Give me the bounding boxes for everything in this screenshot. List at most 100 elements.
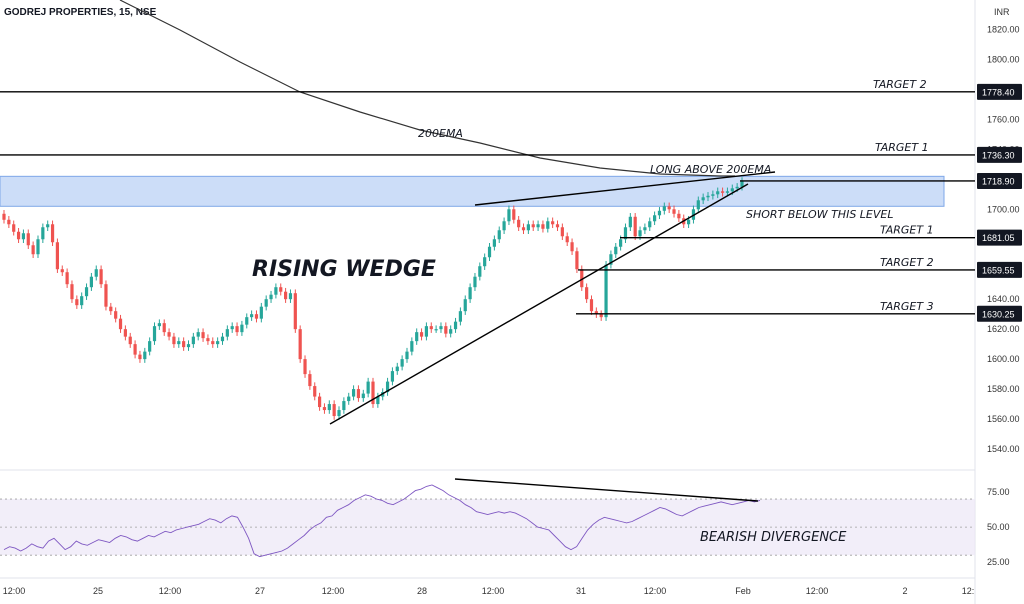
candle-body (288, 293, 293, 300)
candle-body (657, 210, 662, 216)
candle-body (138, 354, 142, 360)
candle-body (89, 276, 93, 288)
rsi-tick-label: 50.00 (987, 522, 1010, 532)
candle-body (225, 329, 229, 337)
level-label: TARGET 2 (880, 256, 934, 269)
candle-body (536, 224, 540, 228)
price-tag (977, 305, 1022, 322)
x-tick-label: 27 (255, 586, 265, 596)
candle-body (633, 216, 637, 237)
price-tag (977, 146, 1022, 163)
y-tick-label: 1580.00 (987, 384, 1020, 394)
candle-body (580, 269, 584, 288)
price-tag-value: 1659.55 (982, 265, 1015, 275)
candle-body (371, 381, 375, 405)
x-tick-label: 25 (93, 586, 103, 596)
candle-body (575, 251, 579, 270)
candle-body (478, 266, 482, 277)
candle-body (526, 224, 530, 231)
price-tag (977, 83, 1022, 100)
x-tick-label: 2 (902, 586, 907, 596)
y-tick-label: 1620.00 (987, 324, 1020, 334)
candle-body (75, 299, 79, 306)
candle-body (26, 233, 30, 246)
candle-body (337, 410, 341, 417)
y-tick-label: 1560.00 (987, 414, 1020, 424)
y-tick-label: 1540.00 (987, 444, 1020, 454)
candle-body (274, 287, 278, 295)
candle-body (507, 209, 511, 222)
candle-body (128, 336, 132, 345)
candle-body (206, 338, 210, 342)
candle-body (468, 287, 472, 300)
candle-body (623, 227, 628, 240)
candle-body (492, 239, 496, 247)
candle-body (463, 299, 467, 312)
candle-body (720, 191, 725, 193)
candle-body (245, 317, 249, 325)
candle-body (667, 206, 671, 210)
ema-200-line (119, 0, 735, 177)
candle-body (143, 351, 147, 360)
candle-body (148, 341, 152, 352)
candle-body (118, 318, 123, 330)
divergence-line (454, 478, 759, 502)
candle-body (672, 209, 676, 214)
candle-body (322, 407, 327, 411)
candle-body (259, 306, 263, 319)
candle-body (60, 269, 64, 273)
candle-body (298, 329, 302, 360)
candle-body (716, 191, 720, 195)
candle-body (701, 197, 705, 201)
y-tick-label: 1640.00 (987, 294, 1020, 304)
candle-body (303, 359, 307, 375)
rsi-tick-label: 25.00 (987, 557, 1010, 567)
candle-body (677, 213, 681, 219)
candle-body (162, 323, 166, 333)
candle-body (167, 332, 171, 337)
candle-body (405, 351, 409, 360)
candle-body (16, 231, 21, 240)
candle-body (429, 326, 433, 330)
candle-body (152, 326, 157, 342)
candle-body (2, 213, 6, 220)
x-tick-label: 12:00 (322, 586, 345, 596)
x-tick-label: 12: (962, 586, 975, 596)
candle-body (541, 224, 545, 229)
candle-body (186, 344, 191, 348)
candle-body (449, 329, 453, 334)
candle-body (400, 359, 404, 367)
price-tag (977, 261, 1022, 278)
level-label: TARGET 1 (875, 141, 929, 154)
candle-body (512, 209, 516, 220)
candle-body (619, 239, 623, 247)
y-tick-label: 1600.00 (987, 354, 1020, 364)
candle-body (410, 341, 414, 352)
currency-label: INR (994, 7, 1010, 17)
price-tag-value: 1681.05 (982, 233, 1015, 243)
candle-body (366, 381, 370, 394)
candle-body (279, 287, 283, 292)
x-tick-label: 12:00 (3, 586, 26, 596)
candle-body (104, 284, 108, 307)
candle-body (497, 230, 501, 240)
candle-body (594, 311, 598, 315)
candle-body (735, 186, 739, 189)
candle-body (560, 227, 564, 237)
candle-body (502, 221, 506, 231)
candle-body (235, 326, 239, 333)
candle-body (696, 200, 700, 210)
candle-body (313, 386, 317, 397)
candle-body (7, 219, 11, 225)
candle-body (361, 393, 365, 399)
candle-body (453, 321, 458, 330)
candle-body (269, 294, 273, 300)
candle-body (46, 224, 50, 228)
candle-body (293, 293, 297, 330)
price-tag-value: 1778.40 (982, 87, 1015, 97)
candle-body (41, 227, 45, 240)
short-label: SHORT BELOW THIS LEVEL (746, 208, 894, 221)
candle-body (376, 396, 380, 405)
candle-body (36, 239, 40, 255)
